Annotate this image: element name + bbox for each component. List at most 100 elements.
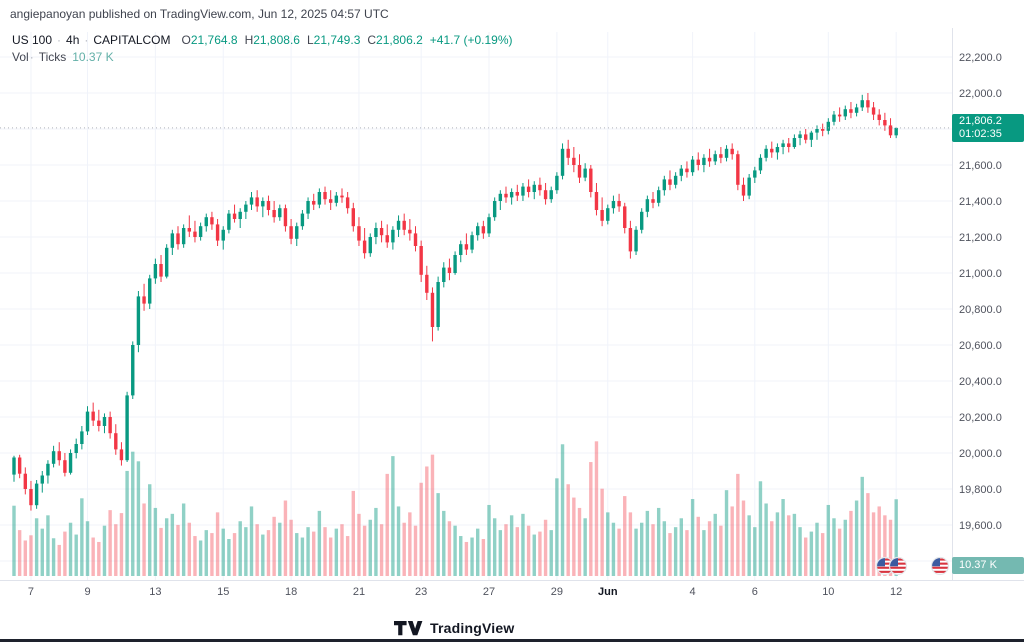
- volume-bar: [515, 527, 519, 576]
- volume-bar: [679, 518, 683, 576]
- candles-layer: [12, 93, 898, 511]
- candle-body: [459, 244, 463, 255]
- volume-bar: [713, 513, 717, 576]
- volume-bar: [328, 537, 333, 576]
- price-tick-label: 20,600.0: [959, 340, 1002, 352]
- volume-bar: [40, 528, 44, 576]
- candle-body: [871, 107, 876, 115]
- volume-bar: [385, 473, 389, 576]
- volume-bar: [662, 521, 667, 576]
- candle-body: [792, 138, 797, 147]
- volume-bar: [51, 538, 56, 576]
- volume-bar: [600, 488, 604, 576]
- candle-body: [662, 179, 667, 191]
- volume-layer: [12, 441, 898, 576]
- volume-bar: [820, 533, 825, 576]
- candle-body: [396, 220, 401, 230]
- volume-bar: [170, 513, 175, 576]
- volume-bar: [583, 518, 587, 576]
- candle-body: [849, 109, 853, 113]
- volume-bar: [255, 524, 259, 576]
- candle-body: [572, 157, 576, 165]
- candle-body: [238, 211, 242, 219]
- candle-body: [724, 148, 729, 158]
- tradingview-link[interactable]: TradingView: [394, 619, 514, 637]
- candle-body: [323, 192, 327, 200]
- price-tick-label: 20,200.0: [959, 412, 1002, 424]
- chart-area[interactable]: 22,200.022,000.021,800.021,600.021,400.0…: [0, 28, 1024, 616]
- candle-body: [594, 192, 599, 210]
- us-flag-icon[interactable]: [889, 557, 907, 575]
- volume-bar: [232, 533, 237, 576]
- last-price-badge: 21,806.2 01:02:35: [952, 113, 1024, 142]
- volume-bar: [430, 454, 435, 576]
- volume-bar: [736, 473, 740, 576]
- volume-bar: [379, 524, 384, 576]
- volume-bar: [464, 541, 469, 576]
- price-tick-label: 22,000.0: [959, 88, 1002, 100]
- volume-bar: [532, 534, 536, 576]
- volume-bar: [23, 540, 28, 576]
- candle-body: [148, 278, 152, 304]
- candle-body: [707, 157, 712, 162]
- volume-bar: [227, 539, 231, 576]
- candle-body: [97, 420, 101, 426]
- volume-bar: [408, 512, 412, 576]
- price-tick-label: 20,400.0: [959, 376, 1002, 388]
- candle-body: [628, 228, 633, 252]
- volume-bar: [753, 527, 757, 576]
- candle-body: [255, 197, 259, 207]
- chart-canvas[interactable]: 22,200.022,000.021,800.021,600.021,400.0…: [0, 28, 1024, 616]
- candle-body: [526, 186, 531, 192]
- price-tick-label: 22,200.0: [959, 52, 1002, 64]
- volume-bar: [114, 524, 118, 576]
- candle-body: [476, 226, 480, 236]
- volume-bar: [894, 499, 898, 576]
- volume-bar: [193, 536, 197, 576]
- chart-legend[interactable]: US 100 · 4h · CAPITALCOM O21,764.8 H21,8…: [12, 32, 513, 66]
- candle-body: [470, 235, 474, 250]
- volume-bar: [12, 505, 16, 576]
- candle-body: [447, 267, 452, 273]
- candle-body: [832, 114, 836, 122]
- candle-body: [741, 184, 746, 196]
- candle-body: [623, 206, 627, 228]
- candle-body: [764, 148, 768, 158]
- volume-bar: [85, 521, 90, 576]
- candle-body: [589, 168, 593, 192]
- volume-bar: [340, 524, 344, 576]
- candle-body: [600, 210, 604, 221]
- separator-dot: ·: [57, 33, 62, 47]
- volume-value: 10.37 K: [72, 50, 114, 64]
- symbol-name[interactable]: US 100: [12, 33, 53, 47]
- candle-body: [244, 204, 248, 212]
- candle-body: [425, 274, 429, 293]
- volume-source-label: Ticks: [38, 50, 67, 64]
- time-scale[interactable]: 7 9 13 15 18 21 23 27 29 Jun 4 6 10 12: [28, 586, 902, 598]
- volume-bar: [719, 525, 723, 576]
- volume-bar: [645, 510, 650, 576]
- volume-bar: [312, 531, 316, 576]
- high-value: 21,808.6: [253, 33, 300, 47]
- candle-body: [492, 201, 497, 218]
- interval-value[interactable]: 4h: [66, 33, 80, 47]
- volume-bar: [108, 510, 112, 576]
- candle-body: [131, 345, 135, 396]
- volume-bar: [764, 503, 768, 576]
- volume-badge: 10.37 K: [952, 557, 1024, 574]
- volume-bar: [345, 536, 350, 576]
- candle-body: [391, 229, 395, 243]
- volume-bar: [724, 490, 729, 576]
- candle-body: [770, 148, 774, 153]
- candle-body: [40, 475, 44, 484]
- volume-bar: [413, 525, 418, 576]
- exchange-name[interactable]: CAPITALCOM: [93, 33, 171, 47]
- us-flag-icon[interactable]: [931, 557, 949, 575]
- volume-bar: [470, 537, 474, 576]
- low-pair: L21,749.3: [307, 32, 360, 49]
- economic-event-flags[interactable]: [876, 557, 949, 575]
- volume-bar: [419, 482, 423, 576]
- tradingview-logo-icon: [394, 620, 423, 635]
- volume-label[interactable]: Vol: [12, 50, 29, 64]
- volume-bar: [589, 462, 593, 576]
